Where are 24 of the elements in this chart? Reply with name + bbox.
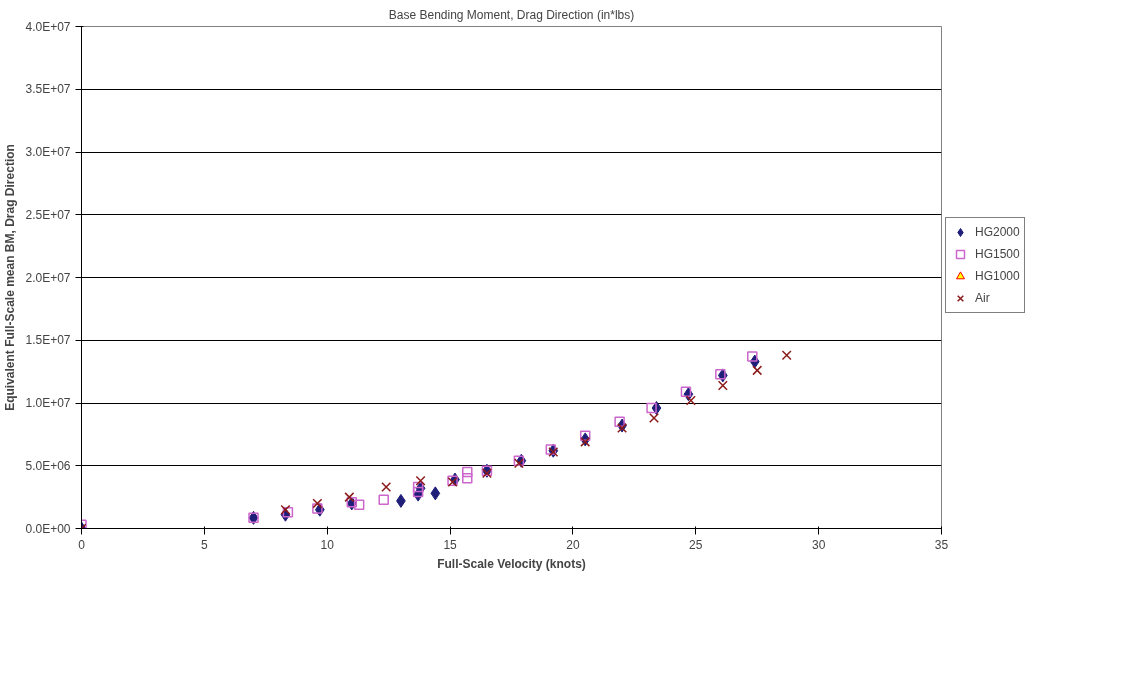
x-tick-label: 20 — [566, 537, 580, 552]
y-tick-label: 3.5E+07 — [25, 82, 71, 97]
y-tick-label: 2.5E+07 — [25, 207, 71, 222]
x-tick-label: 25 — [689, 537, 703, 552]
y-tick-label: 4.0E+07 — [25, 19, 71, 34]
y-tick-label: 3.0E+07 — [25, 145, 71, 159]
x-tick-label: 10 — [320, 537, 335, 552]
y-tick-label: 5.0E+06 — [25, 458, 71, 473]
y-tick-label: 1.0E+07 — [25, 396, 71, 410]
x-tick-label: 0 — [78, 537, 86, 552]
legend-label: HG2000 — [975, 225, 1020, 239]
x-tick-label: 35 — [934, 537, 949, 552]
x-axis-title: Full-Scale Velocity (knots) — [437, 556, 586, 571]
y-tick-label: 1.5E+07 — [25, 333, 71, 348]
y-tick-label: 0.0E+00 — [25, 521, 71, 536]
legend-label: Air — [975, 291, 991, 305]
y-axis-title: Equivalent Full-Scale mean BM, Drag Direction — [3, 144, 18, 411]
chart-title: Base Bending Moment, Drag Direction (in*lbs) — [388, 7, 635, 22]
x-tick-label: 15 — [443, 537, 458, 552]
legend-label: HG1000 — [975, 269, 1020, 283]
legend-label: HG1500 — [975, 247, 1020, 261]
x-tick-label: 30 — [811, 537, 826, 552]
y-tick-label: 2.0E+07 — [25, 270, 71, 285]
x-tick-label: 5 — [201, 537, 209, 552]
